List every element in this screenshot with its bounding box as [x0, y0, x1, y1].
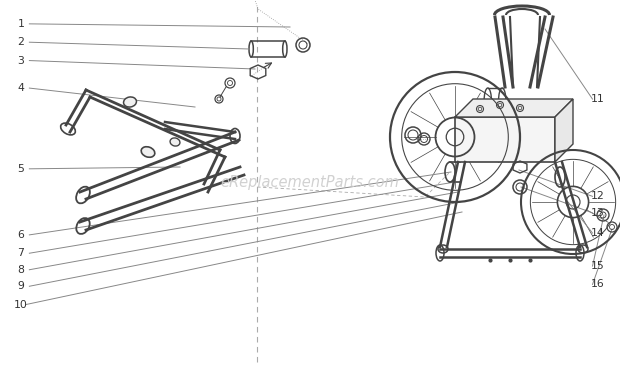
- Text: 13: 13: [591, 208, 604, 218]
- Ellipse shape: [141, 147, 155, 157]
- Text: 4: 4: [17, 83, 24, 93]
- Text: 7: 7: [17, 248, 24, 258]
- Polygon shape: [455, 99, 573, 117]
- Ellipse shape: [123, 97, 136, 107]
- Text: eReplacementParts.com: eReplacementParts.com: [221, 174, 399, 189]
- Text: 14: 14: [591, 228, 604, 238]
- Text: 11: 11: [591, 94, 604, 104]
- Text: 12: 12: [591, 191, 604, 201]
- Text: 6: 6: [17, 230, 24, 240]
- Text: 16: 16: [591, 279, 604, 290]
- Text: 2: 2: [17, 37, 24, 47]
- FancyBboxPatch shape: [455, 117, 555, 162]
- Text: 8: 8: [17, 265, 24, 275]
- Text: 5: 5: [17, 164, 24, 174]
- Text: 15: 15: [591, 261, 604, 271]
- Text: 9: 9: [17, 281, 24, 291]
- Ellipse shape: [170, 138, 180, 146]
- Text: 1: 1: [17, 19, 24, 29]
- Text: 10: 10: [14, 299, 27, 310]
- Text: 3: 3: [17, 55, 24, 66]
- Polygon shape: [555, 99, 573, 162]
